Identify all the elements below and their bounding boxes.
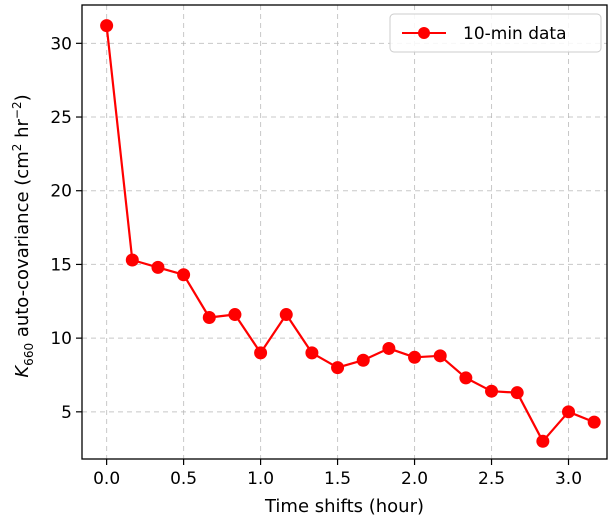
data-point xyxy=(433,349,447,363)
data-point xyxy=(254,346,268,360)
data-point xyxy=(151,260,165,274)
x-tick-label: 3.0 xyxy=(555,469,582,489)
data-point xyxy=(356,353,370,367)
y-tick-label: 25 xyxy=(50,108,72,128)
y-tick-label: 5 xyxy=(61,403,72,423)
x-tick-label: 2.5 xyxy=(478,469,505,489)
legend-box xyxy=(389,13,602,53)
grid xyxy=(82,5,607,459)
data-point xyxy=(459,371,473,385)
x-tick-label: 1.0 xyxy=(247,469,274,489)
y-label-close: ) xyxy=(12,94,33,101)
data-point xyxy=(100,19,114,33)
data-point xyxy=(408,350,422,364)
data-point xyxy=(177,268,191,282)
y-axis-ticks: 5 10 15 20 25 30 xyxy=(50,34,82,423)
data-point xyxy=(228,308,242,322)
legend: 10-min data xyxy=(389,13,602,53)
legend-label: 10-min data xyxy=(463,24,567,44)
data-point xyxy=(279,308,293,322)
y-label-sup-1: 2 xyxy=(10,144,24,152)
series-layer xyxy=(100,19,601,448)
y-tick-label: 15 xyxy=(50,255,72,275)
y-tick-label: 20 xyxy=(50,182,72,202)
x-axis-label: Time shifts (hour) xyxy=(264,496,424,517)
data-point xyxy=(536,434,550,448)
data-point xyxy=(587,415,601,429)
y-label-subscript: 660 xyxy=(22,343,36,366)
x-tick-label: 0.5 xyxy=(170,469,197,489)
data-point xyxy=(202,310,216,324)
data-point xyxy=(125,253,139,267)
legend-marker xyxy=(418,27,430,39)
x-tick-label: 2.0 xyxy=(401,469,428,489)
x-tick-label: 0.0 xyxy=(93,469,120,489)
y-label-sup-2: −2 xyxy=(10,101,24,119)
y-label-symbol: K xyxy=(12,365,33,378)
data-point xyxy=(510,386,524,400)
y-axis-label: K660 auto-covariance (cm2 hr−2) xyxy=(10,94,36,377)
plot-frame xyxy=(81,4,608,460)
series-line xyxy=(105,25,595,443)
x-tick-label: 1.5 xyxy=(324,469,351,489)
y-tick-label: 10 xyxy=(50,329,72,349)
data-point xyxy=(562,405,576,419)
data-point xyxy=(305,346,319,360)
data-point xyxy=(382,341,396,355)
data-point xyxy=(331,361,345,375)
y-label-unit: hr xyxy=(12,119,33,144)
y-tick-label: 30 xyxy=(50,34,72,54)
x-axis-ticks: 0.0 0.5 1.0 1.5 2.0 2.5 3.0 xyxy=(93,459,582,489)
data-point xyxy=(485,384,499,398)
y-label-text: auto-covariance (cm xyxy=(12,151,33,343)
